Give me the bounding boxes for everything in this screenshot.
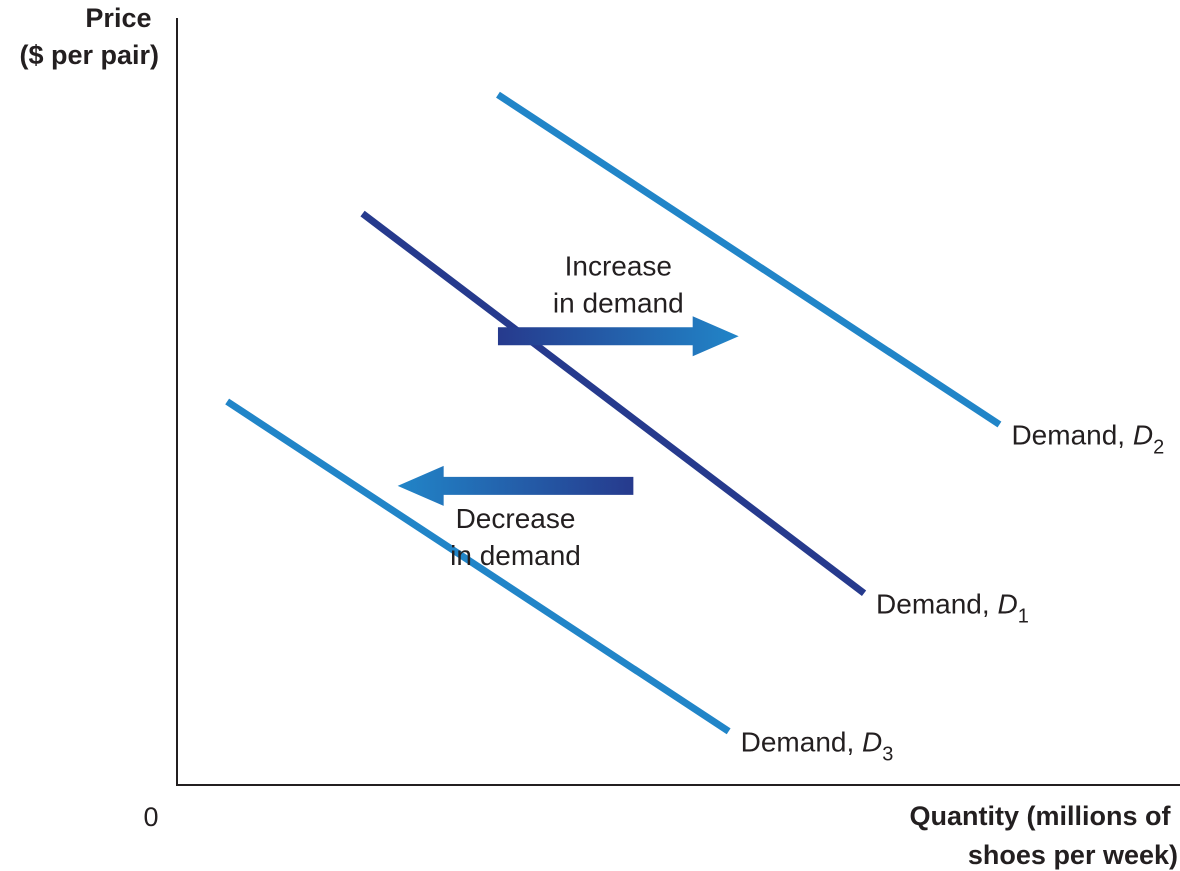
increase-annotation: Increase in demand [553, 250, 684, 318]
decrease-arrow [397, 465, 634, 506]
x-axis-title-line-1: Quantity (millions of [909, 801, 1171, 831]
y-axis-title-line-2: ($ per pair) [19, 40, 159, 70]
y-axis-title: Price ($ per pair) [19, 3, 159, 70]
demand-curve-label-2: Demand, D2 [1011, 420, 1164, 459]
demand-curve-2 [496, 91, 1002, 428]
x-axis-title: Quantity (millions of shoes per week) [909, 801, 1178, 870]
shift-arrows: Increase in demand Decrease in demand [397, 250, 739, 571]
demand-curves: Demand, D2 Demand, D1 Demand, D3 [225, 91, 1164, 765]
demand-curve-3 [225, 398, 731, 735]
x-axis-title-line-2: shoes per week) [968, 840, 1178, 870]
decrease-annotation: Decrease in demand [450, 503, 581, 571]
increase-arrow [497, 316, 739, 357]
demand-curve-label-1: Demand, D1 [876, 588, 1029, 627]
y-axis-title-line-1: Price [85, 3, 151, 33]
demand-curve-label-3: Demand, D3 [741, 726, 894, 765]
demand-curve-1 [360, 210, 867, 597]
origin-label: 0 [143, 802, 158, 832]
